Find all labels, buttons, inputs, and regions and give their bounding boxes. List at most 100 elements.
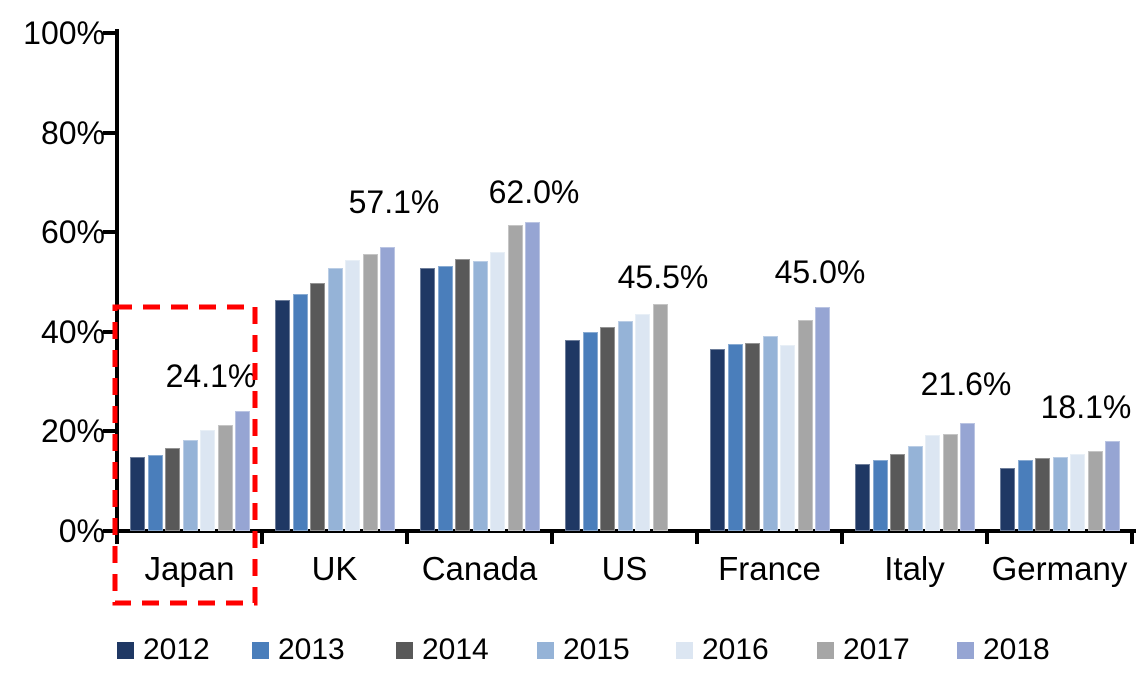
legend-label-2017: 2017 [843, 633, 910, 666]
bar-italy-2016 [925, 435, 940, 531]
y-axis-label: 80% [40, 114, 105, 151]
legend-item-2015: 2015 [537, 633, 630, 667]
bar-japan-2018 [235, 411, 250, 531]
bar-france-2014 [745, 343, 760, 531]
legend-label-2018: 2018 [983, 633, 1050, 666]
x-axis-tick [405, 531, 409, 544]
bar-uk-2014 [310, 283, 325, 531]
category-label-uk: UK [311, 550, 358, 587]
y-axis-label: 0% [58, 513, 105, 549]
legend-swatch-2012 [117, 641, 134, 659]
legend-item-2014: 2014 [396, 633, 489, 667]
bar-japan-2012 [130, 457, 145, 531]
bar-uk-2018 [380, 246, 395, 531]
legend-label-2016: 2016 [702, 633, 769, 666]
legend-item-2017: 2017 [817, 633, 910, 667]
bar-germany-2015 [1052, 456, 1068, 531]
x-axis-line [114, 529, 1136, 533]
category-label-france: France [718, 550, 821, 587]
bar-france-2015 [762, 335, 778, 531]
category-label-us: US [601, 550, 648, 587]
x-axis-tick [1130, 531, 1134, 544]
bar-germany-2014 [1035, 458, 1050, 531]
bar-group-japan [117, 33, 262, 531]
bar-germany-2016 [1070, 453, 1085, 531]
bar-us-2016 [635, 314, 650, 531]
value-label-uk: 57.1% [348, 184, 440, 220]
x-axis-tick [260, 531, 264, 544]
bar-group-uk [262, 33, 407, 531]
x-axis-tick [115, 531, 119, 544]
legend-swatch-2016 [676, 641, 693, 659]
bar-group-france [697, 33, 842, 531]
legend-label-2014: 2014 [422, 633, 489, 666]
bar-italy-2018 [960, 423, 975, 531]
legend-label-2013: 2013 [278, 633, 345, 666]
bar-germany-2017 [1087, 450, 1103, 531]
bar-canada-2012 [420, 268, 435, 531]
value-label-canada: 62.0% [488, 174, 580, 210]
bar-france-2016 [780, 344, 795, 531]
bar-germany-2012 [1000, 467, 1015, 531]
x-axis-tick [695, 531, 699, 544]
bar-japan-2017 [217, 424, 233, 531]
bar-canada-2013 [437, 265, 453, 531]
bar-uk-2013 [292, 293, 308, 531]
bar-france-2017 [797, 320, 813, 531]
bar-italy-2014 [890, 453, 905, 531]
bar-france-2013 [727, 343, 743, 531]
bar-uk-2017 [362, 254, 378, 531]
y-axis-label: 20% [40, 413, 105, 450]
legend-item-2013: 2013 [252, 633, 345, 667]
bar-us-2014 [600, 327, 615, 531]
bar-canada-2017 [507, 224, 523, 531]
bar-italy-2012 [855, 463, 870, 531]
category-label-japan: Japan [144, 550, 235, 587]
y-axis-label: 100% [23, 15, 105, 51]
bar-canada-2015 [472, 260, 488, 531]
legend-item-2018: 2018 [957, 633, 1050, 667]
bar-italy-2013 [872, 459, 888, 531]
bar-italy-2017 [942, 434, 958, 531]
bar-italy-2015 [907, 446, 923, 531]
bar-group-germany [987, 33, 1132, 531]
bar-germany-2013 [1017, 459, 1033, 531]
bar-japan-2013 [147, 455, 163, 531]
y-axis-tick [103, 529, 116, 533]
category-label-germany: Germany [991, 550, 1128, 587]
value-label-japan: 24.1% [165, 358, 257, 394]
bar-us-2015 [617, 321, 633, 531]
bar-france-2018 [815, 306, 830, 531]
y-axis-tick [103, 130, 116, 135]
y-axis-tick [103, 230, 116, 235]
legend-swatch-2014 [396, 641, 413, 659]
legend-item-2012: 2012 [117, 633, 210, 667]
bar-japan-2015 [182, 440, 198, 531]
category-label-canada: Canada [421, 550, 538, 587]
bar-canada-2016 [490, 251, 505, 531]
bar-group-us [552, 33, 697, 531]
legend-swatch-2018 [957, 641, 974, 659]
y-axis-label: 60% [40, 214, 105, 251]
legend-item-2016: 2016 [676, 633, 769, 667]
value-label-italy: 21.6% [920, 366, 1012, 402]
bar-canada-2014 [455, 258, 470, 531]
bar-france-2012 [710, 349, 725, 531]
legend-swatch-2015 [537, 641, 554, 659]
category-label-italy: Italy [884, 550, 945, 587]
legend-swatch-2017 [817, 641, 834, 659]
x-axis-tick [550, 531, 554, 544]
value-label-us: 45.5% [617, 259, 709, 295]
bar-japan-2016 [200, 430, 215, 531]
y-axis-line [115, 29, 119, 533]
y-axis-tick [103, 429, 116, 434]
legend-label-2015: 2015 [563, 633, 630, 666]
bar-uk-2016 [345, 259, 360, 531]
y-axis-tick [103, 329, 116, 334]
bar-group-italy [842, 33, 987, 531]
bar-canada-2018 [525, 222, 540, 531]
bar-uk-2015 [327, 267, 343, 531]
value-label-france: 45.0% [774, 254, 866, 290]
x-axis-tick [840, 531, 844, 544]
legend-swatch-2013 [252, 641, 269, 659]
